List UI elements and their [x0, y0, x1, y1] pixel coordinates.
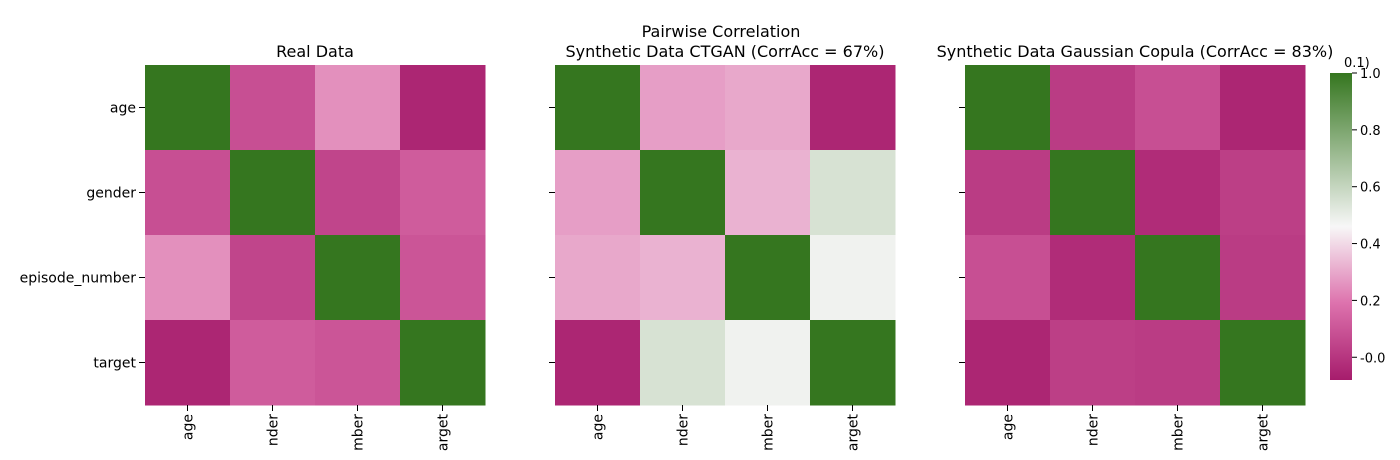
colorbar-cutoff-label: 0.1) [1344, 56, 1370, 71]
heatmap-cell [640, 320, 726, 406]
heatmap-cell [640, 65, 726, 151]
heatmap-cell [640, 150, 726, 236]
heatmap-cell [145, 65, 231, 151]
colorbar-tick-label: 0.4 [1360, 238, 1381, 253]
colorbar-tick-label: 0.8 [1360, 124, 1381, 139]
heatmap-cell [1135, 150, 1221, 236]
colorbar-gradient [1330, 73, 1352, 380]
heatmap-cell [1220, 65, 1306, 151]
x-tick-label: nder [1086, 414, 1102, 446]
x-tick-label: nder [266, 414, 282, 446]
heatmap-cell [555, 235, 641, 321]
heatmap-cell [400, 235, 486, 321]
panel-title: Real Data [276, 42, 354, 61]
x-tick-label: arget [1256, 413, 1272, 451]
heatmap-cell [315, 150, 401, 236]
heatmap-cell [400, 320, 486, 406]
figure-suptitle: Pairwise Correlation [642, 22, 801, 41]
heatmap-cell [400, 150, 486, 236]
heatmap-cell [810, 150, 896, 236]
heatmap-cell [315, 320, 401, 406]
colorbar-tick-label: -0.0 [1360, 351, 1385, 366]
heatmap-cell [230, 320, 316, 406]
heatmap-cell [145, 320, 231, 406]
heatmap-cell [725, 235, 811, 321]
x-tick-label: age [1001, 414, 1017, 440]
x-tick-label: age [181, 414, 197, 440]
heatmap-cell [1135, 235, 1221, 321]
heatmap-cell [1135, 65, 1221, 151]
heatmap-cell [555, 320, 641, 406]
heatmap-cell [810, 65, 896, 151]
heatmap-cell [1135, 320, 1221, 406]
heatmap-cell [1050, 235, 1136, 321]
heatmap-cell [555, 65, 641, 151]
panel-title: Synthetic Data Gaussian Copula (CorrAcc … [937, 42, 1334, 61]
x-tick-label: arget [846, 413, 862, 451]
heatmap-cell [1050, 320, 1136, 406]
heatmap-cell [1050, 150, 1136, 236]
heatmap-cell [1220, 235, 1306, 321]
heatmap-cell [230, 235, 316, 321]
heatmap-cell [1220, 150, 1306, 236]
heatmap-cell [400, 65, 486, 151]
colorbar-tick-label: 1.0 [1360, 67, 1381, 82]
heatmap-cell [965, 320, 1051, 406]
y-tick-label: episode_number [20, 271, 137, 287]
x-tick-label: age [591, 414, 607, 440]
heatmap-cell [965, 65, 1051, 151]
heatmap-cell [725, 320, 811, 406]
y-tick-label: age [110, 101, 136, 117]
x-tick-label: mber [1171, 414, 1187, 451]
heatmap-cell [810, 235, 896, 321]
heatmap-cell [145, 150, 231, 236]
heatmap-panel: Synthetic Data Gaussian Copula (CorrAcc … [937, 42, 1334, 451]
heatmap-panel: Synthetic Data CTGAN (CorrAcc = 67%) age n… [549, 42, 896, 451]
x-tick-label: nder [676, 414, 692, 446]
x-tick-label: mber [351, 414, 367, 451]
heatmap-cell [315, 65, 401, 151]
y-tick-label: target [93, 356, 136, 372]
heatmap-cell [965, 235, 1051, 321]
x-tick-label: mber [761, 414, 777, 451]
x-tick-label: arget [436, 413, 452, 451]
panel-title: Synthetic Data CTGAN (CorrAcc = 67%) [566, 42, 885, 61]
heatmap-cell [965, 150, 1051, 236]
heatmap-cell [810, 320, 896, 406]
heatmap-cell [725, 150, 811, 236]
heatmap-cell [230, 150, 316, 236]
heatmap-cell [1050, 65, 1136, 151]
colorbar-tick-label: 0.2 [1360, 294, 1381, 309]
heatmap-cell [555, 150, 641, 236]
colorbar: 0.1) -0.0 0.2 0.4 0.6 0.8 1.0 [1330, 56, 1385, 380]
heatmap-cell [725, 65, 811, 151]
heatmap-cell [145, 235, 231, 321]
heatmap-cell [1220, 320, 1306, 406]
y-tick-label: gender [86, 186, 136, 202]
heatmap-cell [230, 65, 316, 151]
heatmap-cell [640, 235, 726, 321]
colorbar-tick-label: 0.6 [1360, 181, 1381, 196]
heatmap-cell [315, 235, 401, 321]
